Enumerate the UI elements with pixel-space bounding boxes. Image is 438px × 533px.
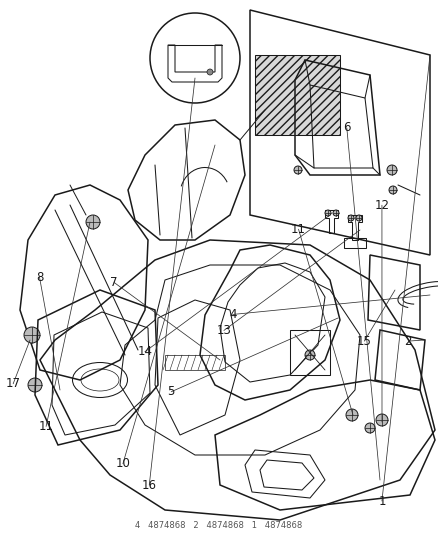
Circle shape xyxy=(332,210,338,216)
Bar xyxy=(254,55,339,135)
Circle shape xyxy=(345,409,357,421)
Circle shape xyxy=(375,414,387,426)
Circle shape xyxy=(324,210,330,216)
Circle shape xyxy=(388,186,396,194)
Circle shape xyxy=(364,423,374,433)
Text: 6: 6 xyxy=(342,122,350,134)
Circle shape xyxy=(386,165,396,175)
Circle shape xyxy=(207,69,212,75)
Circle shape xyxy=(355,215,361,221)
Text: 11: 11 xyxy=(39,420,53,433)
Circle shape xyxy=(347,215,353,221)
Text: 15: 15 xyxy=(356,335,371,348)
Text: 10: 10 xyxy=(115,457,130,470)
Circle shape xyxy=(86,215,100,229)
Text: 14: 14 xyxy=(137,345,152,358)
Text: 7: 7 xyxy=(110,276,118,289)
Text: 13: 13 xyxy=(216,324,231,337)
Circle shape xyxy=(304,350,314,360)
Text: 17: 17 xyxy=(6,377,21,390)
Text: 1: 1 xyxy=(377,495,385,507)
Text: 12: 12 xyxy=(374,199,389,212)
Text: 16: 16 xyxy=(141,479,156,491)
Circle shape xyxy=(293,166,301,174)
Text: 11: 11 xyxy=(290,223,305,236)
Text: 5: 5 xyxy=(167,385,174,398)
Circle shape xyxy=(24,327,40,343)
Text: 8: 8 xyxy=(36,271,43,284)
Circle shape xyxy=(28,378,42,392)
Text: 4: 4 xyxy=(228,308,236,321)
Text: 2: 2 xyxy=(403,335,411,348)
Text: 4   4874868   2   4874868   1   4874868: 4 4874868 2 4874868 1 4874868 xyxy=(135,521,302,529)
